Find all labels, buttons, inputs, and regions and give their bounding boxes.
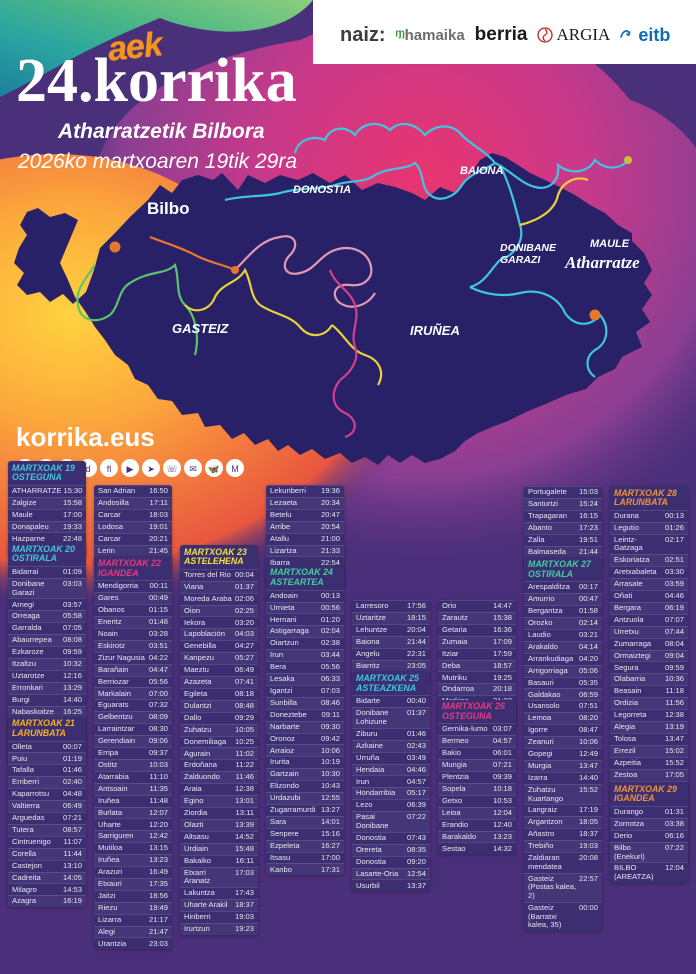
svg-text:M: M <box>231 464 239 474</box>
svg-text:d: d <box>85 464 90 474</box>
svg-text:✉: ✉ <box>189 464 197 474</box>
svg-text:🦋: 🦋 <box>208 464 219 474</box>
svg-text:➤: ➤ <box>147 464 155 474</box>
svg-text:▶: ▶ <box>127 464 134 474</box>
svg-text:☏: ☏ <box>166 464 177 474</box>
svg-text:fl: fl <box>107 464 112 474</box>
